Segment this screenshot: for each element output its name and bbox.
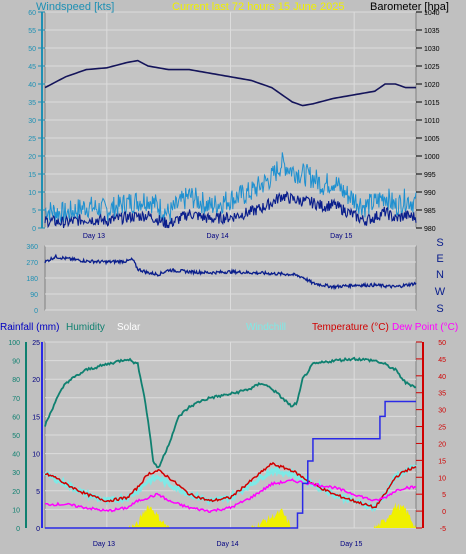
temperature-tick-label: 0 (442, 509, 446, 516)
barometer-tick-label: 1000 (424, 154, 440, 161)
humidity-tick-label: 0 (16, 526, 20, 533)
humidity-tick-label: 40 (12, 452, 20, 459)
humidity-tick-label: 10 (12, 507, 20, 514)
dewpoint-series-line (44, 478, 417, 514)
barometer-axis-label: Barometer [hpa] (370, 1, 449, 13)
barometer-tick-label: 1040 (424, 10, 440, 17)
rain-tick-label: 10 (32, 452, 40, 459)
temperature-series-line (44, 461, 417, 509)
wind-direction-series-line (44, 253, 417, 291)
temperature-tick-label: 10 (438, 475, 446, 482)
day-tick-label: Day 15 (330, 233, 352, 240)
humidity-tick-label: 60 (12, 414, 20, 421)
rainfall-series-line (45, 400, 416, 529)
direction-tick-label: 270 (26, 260, 38, 267)
rain-tick-label: 15 (32, 414, 40, 421)
direction-tick-label: 90 (30, 292, 38, 299)
windspeed-tick-label: 30 (28, 118, 36, 125)
barometer-tick-label: 1020 (424, 82, 440, 89)
windspeed-tick-label: 40 (28, 82, 36, 89)
windspeed-tick-label: 0 (32, 226, 36, 233)
windspeed-tick-label: 20 (28, 154, 36, 161)
barometer-tick-label: 1035 (424, 28, 440, 35)
windspeed-axis-label: Windspeed [kts] (36, 1, 114, 13)
temperature-tick-label: 45 (438, 357, 446, 364)
legend-temperature: Temperature (°C) (312, 322, 389, 333)
compass-label: W (435, 286, 446, 298)
temperature-tick-label: 35 (438, 391, 446, 398)
humidity-tick-label: 100 (8, 340, 20, 347)
direction-tick-label: 180 (26, 276, 38, 283)
average-wind-series-line (44, 190, 417, 229)
compass-label: N (436, 269, 444, 281)
windspeed-tick-label: 45 (28, 64, 36, 71)
barometer-tick-label: 1010 (424, 118, 440, 125)
solar-area (45, 502, 416, 528)
day-tick-label: Day 13 (83, 233, 105, 240)
barometer-tick-label: 1025 (424, 64, 440, 71)
barometer-tick-label: 1005 (424, 136, 440, 143)
day-tick-label: Day 15 (340, 541, 362, 548)
barometer-tick-label: 995 (424, 172, 436, 179)
barometer-tick-label: 990 (424, 190, 436, 197)
chart-title: Current last 72 hours 15 June 2025 (172, 1, 344, 13)
rain-tick-label: 0 (36, 526, 40, 533)
windspeed-tick-label: 15 (28, 172, 36, 179)
humidity-tick-label: 30 (12, 470, 20, 477)
barometer-tick-label: 985 (424, 208, 436, 215)
rain-tick-label: 5 (36, 489, 40, 496)
temperature-tick-label: 50 (438, 340, 446, 347)
barometer-series-line (44, 59, 416, 107)
humidity-tick-label: 80 (12, 377, 20, 384)
rain-tick-label: 25 (32, 340, 40, 347)
temperature-tick-label: 40 (438, 374, 446, 381)
windspeed-tick-label: 55 (28, 28, 36, 35)
legend-dewpoint: Dew Point (°C) (392, 322, 458, 333)
windspeed-tick-label: 5 (32, 208, 36, 215)
day-tick-label: Day 14 (207, 233, 229, 240)
compass-label: S (436, 237, 443, 249)
windspeed-tick-label: 25 (28, 136, 36, 143)
barometer-tick-label: 1015 (424, 100, 440, 107)
compass-label: E (436, 253, 443, 265)
gust-series-line (44, 152, 417, 224)
humidity-tick-label: 50 (12, 433, 20, 440)
humidity-tick-label: 70 (12, 396, 20, 403)
humidity-tick-label: 90 (12, 359, 20, 366)
compass-label: S (436, 303, 443, 315)
legend-windchill: Windchill (246, 322, 286, 333)
windspeed-tick-label: 10 (28, 190, 36, 197)
barometer-tick-label: 1030 (424, 46, 440, 53)
rain-tick-label: 20 (32, 377, 40, 384)
direction-tick-label: 0 (34, 308, 38, 315)
legend-humidity: Humidity (66, 322, 105, 333)
temperature-tick-label: -5 (440, 526, 446, 533)
day-tick-label: Day 14 (217, 541, 239, 548)
temperature-tick-label: 30 (438, 408, 446, 415)
temperature-tick-label: 25 (438, 425, 446, 432)
legend-solar: Solar (117, 322, 141, 333)
humidity-series-line (44, 356, 417, 469)
legend-rainfall: Rainfall (mm) (0, 322, 59, 333)
direction-tick-label: 360 (26, 244, 38, 251)
windspeed-tick-label: 35 (28, 100, 36, 107)
humidity-tick-label: 20 (12, 489, 20, 496)
temperature-tick-label: 20 (438, 441, 446, 448)
windspeed-tick-label: 60 (28, 10, 36, 17)
temperature-tick-label: 5 (442, 492, 446, 499)
windspeed-tick-label: 50 (28, 46, 36, 53)
barometer-tick-label: 980 (424, 226, 436, 233)
temperature-tick-label: 15 (438, 458, 446, 465)
day-tick-label: Day 13 (93, 541, 115, 548)
